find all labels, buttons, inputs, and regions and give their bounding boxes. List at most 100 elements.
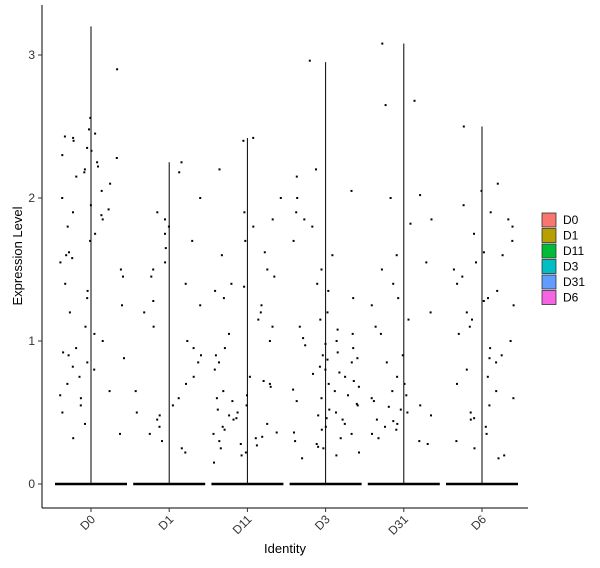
data-point-d1 (184, 282, 187, 285)
data-point-d6 (509, 340, 512, 342)
data-point-d6 (496, 182, 499, 185)
data-point-d6 (456, 382, 458, 385)
data-point-d31 (406, 411, 409, 414)
data-point-d6 (511, 239, 514, 242)
legend-label-d1: D1 (563, 229, 579, 243)
data-point-d3 (308, 59, 311, 62)
data-point-d6 (465, 311, 468, 314)
data-point-d3 (324, 342, 327, 345)
y-tick-label-2: 2 (28, 191, 35, 205)
data-point-d11 (214, 289, 217, 292)
data-point-d6 (507, 218, 510, 221)
data-point-d6 (485, 432, 488, 435)
data-point-d1 (184, 451, 187, 454)
data-point-d3 (336, 328, 339, 331)
data-point-d31 (396, 422, 399, 425)
data-point-d31 (403, 382, 406, 385)
data-point-d11 (223, 347, 226, 350)
data-point-d6 (480, 189, 483, 192)
legend-label-d3: D3 (563, 260, 579, 274)
data-point-d1 (152, 325, 155, 328)
legend-label-d31: D31 (563, 275, 585, 289)
data-point-d11 (214, 354, 217, 357)
data-point-d3 (318, 365, 321, 368)
data-point-d1 (167, 225, 170, 228)
data-point-d11 (257, 318, 260, 321)
data-point-d11 (221, 425, 224, 428)
data-point-d11 (236, 411, 239, 414)
data-point-d0 (101, 340, 104, 342)
data-point-d11 (218, 168, 221, 171)
data-point-d0 (61, 411, 64, 414)
data-point-d6 (512, 304, 515, 307)
data-point-d6 (486, 375, 489, 378)
data-point-d0 (72, 211, 74, 214)
data-point-d1 (178, 171, 181, 174)
data-point-d11 (244, 239, 247, 242)
data-point-d0 (75, 347, 78, 350)
data-point-d3 (302, 337, 305, 340)
data-point-d31 (371, 432, 373, 435)
data-point-d31 (370, 304, 373, 307)
data-point-d3 (327, 382, 330, 385)
data-point-d0 (61, 197, 64, 199)
data-point-d11 (242, 139, 245, 142)
data-point-d3 (326, 311, 329, 314)
x-axis-title: Identity (264, 541, 306, 556)
data-point-d11 (235, 417, 238, 420)
data-point-d6 (473, 417, 476, 420)
data-point-d31 (419, 404, 422, 407)
data-point-d1 (143, 311, 146, 314)
data-point-d11 (222, 297, 225, 300)
data-point-d11 (243, 285, 246, 288)
data-point-d0 (97, 165, 99, 168)
data-point-d0 (116, 68, 119, 71)
data-point-d0 (63, 135, 66, 138)
data-point-d31 (387, 405, 390, 408)
x-ticks: D0 D1 D11 D3 D31 D6 (77, 508, 489, 538)
data-point-d11 (252, 136, 255, 139)
x-tick-label-d0: D0 (77, 512, 98, 533)
data-point-d6 (455, 440, 458, 443)
data-point-d3 (319, 318, 322, 321)
data-point-d3 (316, 282, 319, 285)
data-point-d11 (271, 218, 274, 221)
data-point-d0 (86, 361, 89, 364)
data-point-d6 (495, 390, 498, 393)
data-point-d3 (358, 451, 360, 454)
data-point-d11 (255, 444, 258, 447)
data-point-d31 (381, 42, 384, 45)
data-point-d1 (152, 300, 155, 302)
data-point-d11 (259, 311, 262, 314)
data-point-d11 (223, 428, 226, 431)
data-point-d3 (320, 397, 323, 400)
data-point-d0 (94, 232, 97, 235)
data-point-d3 (341, 418, 344, 421)
data-point-d3 (320, 428, 323, 431)
data-point-d0 (83, 168, 86, 171)
data-point-d11 (260, 304, 263, 307)
data-point-d0 (89, 116, 92, 119)
x-tick-label-d1: D1 (156, 512, 177, 533)
data-point-d3 (331, 254, 334, 257)
data-point-d3 (315, 168, 317, 171)
data-point-d3 (357, 385, 360, 388)
data-point-d3 (322, 447, 325, 450)
legend-swatch-d1 (541, 228, 557, 243)
data-point-d6 (452, 268, 455, 271)
data-point-d31 (396, 375, 399, 378)
data-point-d31 (409, 222, 412, 225)
data-point-d0 (62, 351, 65, 354)
data-point-d0 (89, 204, 92, 207)
data-point-d1 (180, 161, 183, 164)
data-point-d11 (268, 340, 271, 342)
data-point-d1 (192, 347, 195, 350)
data-point-d0 (71, 257, 74, 260)
data-point-d11 (262, 380, 265, 382)
legend-swatch-d6 (541, 290, 557, 305)
data-point-d6 (461, 275, 464, 278)
data-point-d3 (321, 354, 324, 357)
data-point-d11 (215, 397, 218, 400)
data-point-d1 (156, 418, 159, 421)
data-point-d3 (304, 344, 307, 347)
